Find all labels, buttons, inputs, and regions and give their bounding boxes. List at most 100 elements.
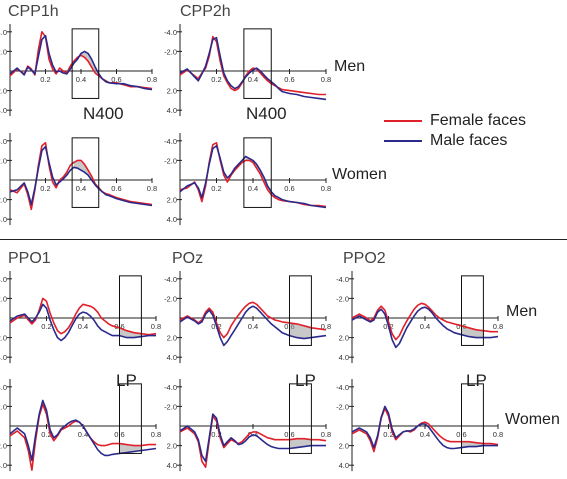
x-tick-label: 0.4	[420, 322, 430, 331]
y-tick-label: -4.0	[0, 28, 7, 37]
y-tick-label: -2.0	[336, 402, 349, 411]
x-tick-label: 0.8	[321, 430, 331, 439]
series-line-male	[9, 303, 156, 342]
x-tick-label: 0.8	[493, 430, 503, 439]
legend-label-male: Male faces	[430, 132, 508, 149]
component-window-box	[289, 275, 312, 346]
erp-panel-cpp1h-men: -4.0 -2.0 2.0 4.0 0.2 0.4 0.6 0.8	[0, 23, 157, 117]
y-tick-label: -2.0	[336, 294, 349, 303]
component-label-lp-1: LP	[116, 371, 137, 390]
x-tick-label: 0.4	[76, 184, 86, 193]
electrode-label-poz: POz	[172, 250, 204, 267]
component-window-box	[289, 383, 312, 454]
y-tick-label: 2.0	[339, 334, 349, 343]
legend-item-female: Female faces	[384, 112, 526, 130]
group-label-women-bottom: Women	[505, 411, 560, 428]
difference-shading	[73, 160, 99, 189]
series-line-male	[351, 306, 499, 349]
x-tick-label: 0.2	[40, 75, 50, 84]
x-tick-label: 0.6	[111, 75, 121, 84]
x-tick-label: 0.8	[151, 322, 161, 331]
x-tick-label: 0.4	[248, 75, 258, 84]
series-line-male	[9, 145, 153, 207]
erp-panel-cpp2h-women: -4.0 -2.0 2.0 4.0 0.2 0.4 0.6 0.8	[164, 132, 331, 226]
series-line-male	[351, 405, 498, 450]
y-tick-label: -2.0	[0, 402, 7, 411]
erp-panel-ppo1-men: -4.0-2.02.04.00.20.40.60.8	[0, 270, 161, 364]
x-tick-label: 0.4	[78, 322, 88, 331]
y-tick-label: 2.0	[339, 442, 349, 451]
electrode-label-cpp1h: CPP1h	[8, 3, 59, 20]
y-tick-label: -4.0	[164, 28, 177, 37]
series-line-male	[179, 413, 326, 463]
y-tick-label: 4.0	[0, 353, 7, 362]
erp-panel-ppo2-women: -4.0-2.02.04.00.2 0.4 0.6 0.8	[336, 378, 503, 472]
component-label-n400-left: N400	[83, 104, 124, 123]
group-label-men-top: Men	[334, 58, 366, 75]
x-tick-label: 0.4	[76, 75, 86, 84]
x-tick-label: 0.4	[248, 184, 258, 193]
x-tick-label: 0.8	[151, 430, 161, 439]
y-tick-label: 4.0	[167, 461, 177, 470]
x-tick-label: 0.6	[284, 75, 294, 84]
y-tick-label: 4.0	[339, 461, 349, 470]
erp-panel-cpp1h-women: -4.0 -2.0 2.0 4.0 0.2 0.4 0.6 0.8	[0, 132, 157, 226]
x-tick-label: 0.6	[111, 184, 121, 193]
x-tick-label: 0.4	[420, 430, 430, 439]
y-tick-label: 4.0	[0, 461, 7, 470]
series-line-male	[179, 305, 327, 347]
erp-panel-cpp2h-men: -4.0 -2.0 2.0 4.0 0.2 0.4 0.6 0.8	[164, 23, 331, 117]
series-line-male	[9, 399, 157, 462]
x-tick-label: 0.8	[147, 75, 157, 84]
x-tick-label: 0.6	[284, 184, 294, 193]
electrode-label-cpp2h: CPP2h	[180, 3, 231, 20]
y-tick-label: 4.0	[0, 106, 7, 115]
x-tick-label: 0.8	[493, 322, 503, 331]
legend-swatch-female	[384, 120, 422, 122]
component-window-box	[71, 137, 100, 208]
y-tick-label: 2.0	[0, 334, 7, 343]
y-tick-label: -4.0	[0, 383, 7, 392]
y-tick-label: -4.0	[164, 275, 177, 284]
y-tick-label: 4.0	[167, 106, 177, 115]
component-window-box	[119, 275, 142, 346]
series-line-female	[9, 142, 153, 211]
series-line-male	[9, 34, 153, 91]
erp-panel-ppo2-men: -4.0-2.02.04.00.20.40.60.8	[336, 270, 503, 364]
component-label-n400-right: N400	[246, 104, 287, 123]
x-tick-label: 0.8	[321, 75, 331, 84]
series-line-female	[179, 35, 326, 96]
y-tick-label: -2.0	[164, 294, 177, 303]
y-tick-label: 2.0	[0, 87, 7, 96]
electrode-label-ppo2: PPO2	[343, 250, 386, 267]
group-label-women-top: Women	[332, 166, 387, 183]
x-tick-label: 0.8	[147, 184, 157, 193]
y-tick-label: -2.0	[0, 294, 7, 303]
y-tick-label: -4.0	[0, 275, 7, 284]
legend-item-male: Male faces	[384, 132, 507, 150]
x-tick-label: 0.2	[41, 322, 51, 331]
y-tick-label: -4.0	[336, 275, 349, 284]
y-tick-label: -2.0	[164, 402, 177, 411]
x-tick-label: 0.2	[211, 184, 221, 193]
y-tick-label: 2.0	[0, 196, 7, 205]
component-window-box	[461, 383, 484, 454]
y-tick-label: -2.0	[164, 156, 177, 165]
erp-panel-ppo1-women: -4.0-2.02.04.00.20.40.60.8	[0, 378, 161, 472]
y-tick-label: -4.0	[164, 137, 177, 146]
component-window-box	[243, 28, 272, 99]
y-tick-label: -2.0	[0, 156, 7, 165]
series-line-female	[351, 302, 498, 341]
y-tick-label: -4.0	[164, 383, 177, 392]
component-label-lp-2: LP	[295, 371, 316, 390]
x-tick-label: 0.2	[211, 430, 221, 439]
component-window-box	[461, 275, 484, 346]
y-tick-label: -2.0	[0, 47, 7, 56]
y-tick-label: 4.0	[0, 215, 7, 224]
y-tick-label: 2.0	[0, 442, 7, 451]
series-line-female	[179, 301, 327, 339]
component-label-lp-3: LP	[466, 371, 487, 390]
series-line-male	[179, 36, 327, 101]
component-window-box	[119, 383, 142, 454]
x-tick-label: 0.2	[211, 75, 221, 84]
